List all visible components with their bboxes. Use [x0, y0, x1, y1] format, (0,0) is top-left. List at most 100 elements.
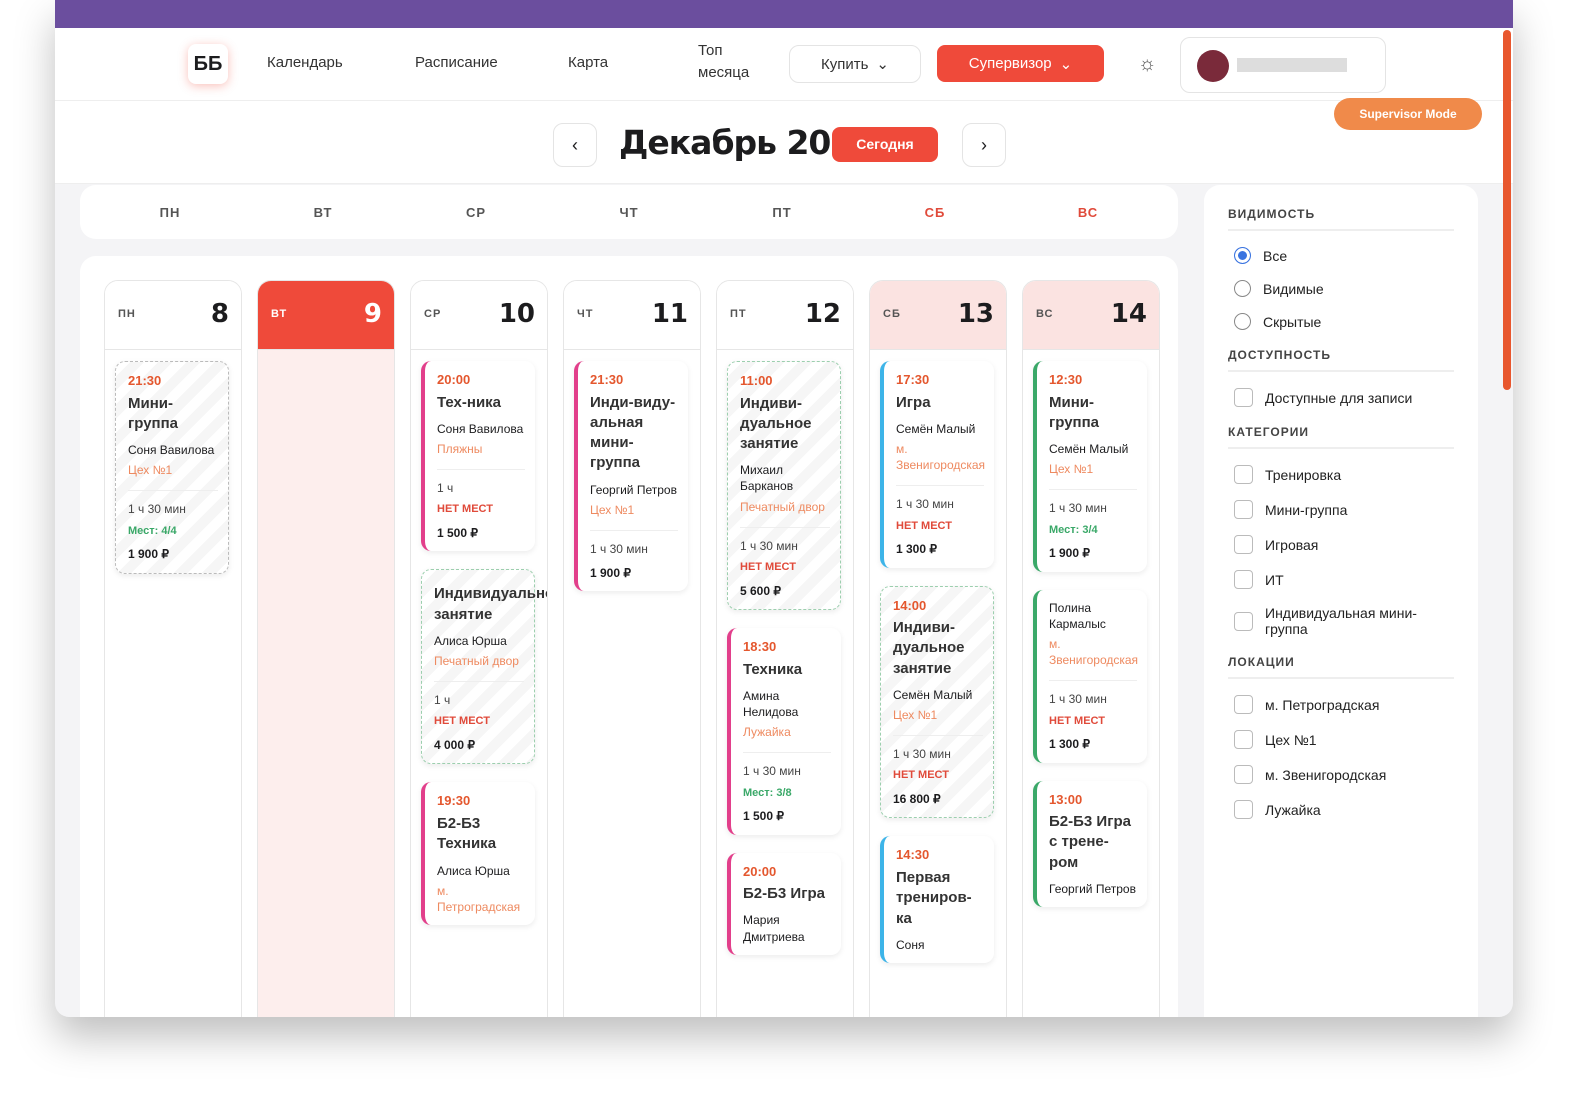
supervisor-button[interactable]: Супервизор ⌄	[937, 45, 1104, 82]
filter-option[interactable]: Тренировка	[1234, 465, 1454, 484]
weekday-label: ВТ	[313, 205, 333, 220]
checkbox	[1234, 800, 1253, 819]
filter-option[interactable]: Все	[1234, 247, 1454, 264]
buy-button[interactable]: Купить ⌄	[789, 45, 921, 83]
event-title: Мини-группа	[1049, 393, 1100, 431]
day-number: 8	[210, 299, 229, 329]
event-time: 11:00	[740, 373, 773, 388]
event-card[interactable]: 18:30 Техника Амина Нелидова Лужайка 1 ч 30 …	[727, 628, 841, 835]
event-title: Индиви-дуальное занятие	[893, 619, 965, 677]
filter-option[interactable]: Лужайка	[1234, 800, 1454, 819]
day-column: СР 10 20:00 Тех-ника Соня Вавилова Пляжны 1 ч Н…	[410, 280, 548, 1017]
nav-map[interactable]: Карта	[568, 54, 608, 71]
event-card[interactable]: Полина Кармалыс м. Звенигородская 1 ч 30 м…	[1033, 589, 1147, 763]
app-window: ББ Календарь Расписание Карта Топ месяца…	[55, 0, 1513, 1017]
today-button[interactable]: Сегодня	[832, 127, 938, 162]
filter-title: КАТЕГОРИИ	[1228, 425, 1454, 449]
filter-option[interactable]: Индивидуальная мини-группа	[1234, 605, 1454, 637]
event-title: Б2-Б3 Игра	[743, 885, 825, 903]
event-list: 11:00 Индиви-дуальное занятие Михаил Барка…	[727, 361, 841, 955]
event-card[interactable]: 11:00 Индиви-дуальное занятие Михаил Барка…	[727, 361, 841, 611]
calendar-panel: ПН 8 21:30 Мини-группа Соня Вавилова Цех №1 1 …	[80, 256, 1178, 1017]
user-menu[interactable]	[1180, 37, 1386, 93]
event-seats: НЕТ МЕСТ	[893, 769, 949, 782]
filter-option[interactable]: Цех №1	[1234, 730, 1454, 749]
prev-month[interactable]: ‹	[553, 123, 597, 167]
supervisor-mode-badge[interactable]: Supervisor Mode	[1334, 98, 1482, 130]
checkbox	[1234, 765, 1253, 784]
radio	[1234, 280, 1251, 297]
event-card[interactable]: 19:30 Б2-Б3 Техника Алиса Юрша м. Петроград…	[421, 782, 535, 926]
filter-option[interactable]: м. Звенигородская	[1234, 765, 1454, 784]
event-title: Техника	[743, 660, 803, 678]
nav-schedule[interactable]: Расписание	[415, 54, 498, 71]
filter-option[interactable]: ИТ	[1234, 570, 1454, 589]
event-card[interactable]: 21:30 Инди-виду-альная мини-группа Георгий…	[574, 361, 688, 592]
event-place: Пляжны	[437, 441, 483, 456]
event-time: 19:30	[437, 793, 471, 809]
event-time: 21:30	[128, 373, 162, 388]
filter-option[interactable]: Доступные для записи	[1234, 388, 1454, 407]
event-card[interactable]: Индивидуальное занятие Алиса Юрша Печатный…	[421, 569, 547, 765]
day-column: ВС 14 12:30 Мини-группа Семён Малый Цех №1 1 ч…	[1022, 280, 1160, 1017]
event-price: 1 300 ₽	[1049, 737, 1090, 752]
option-label: Лужайка	[1265, 801, 1321, 818]
event-card[interactable]: 17:30 Игра Семён Малый м. Звенигородская 1 ч…	[880, 361, 994, 568]
event-price: 1 300 ₽	[896, 542, 937, 557]
event-coach: Семён Малый	[893, 687, 973, 702]
event-card[interactable]: 14:30 Первая трениров-ка Соня	[880, 836, 994, 963]
option-label: ИТ	[1265, 571, 1284, 588]
nav-top[interactable]: Топ месяца	[698, 40, 758, 84]
day-header: ПН 8	[105, 281, 241, 350]
event-price: 4 000 ₽	[434, 738, 475, 753]
event-card[interactable]: 20:00 Тех-ника Соня Вавилова Пляжны 1 ч НЕТ М…	[421, 361, 535, 552]
filter-option[interactable]: м. Петроградская	[1234, 695, 1454, 714]
checkbox	[1234, 500, 1253, 519]
day-header: ЧТ 11	[564, 281, 700, 350]
month-bar: ‹ Декабрь 2025 Сегодня › Supervisor Mode	[55, 98, 1513, 184]
event-coach: Михаил Барканов	[740, 463, 794, 494]
event-seats: Мест: 3/4	[1049, 523, 1098, 536]
event-card[interactable]: 21:30 Мини-группа Соня Вавилова Цех №1 1 ч 3…	[115, 361, 229, 574]
logo[interactable]: ББ	[188, 44, 228, 84]
event-time: 14:00	[893, 597, 927, 613]
filter-option[interactable]: Видимые	[1234, 280, 1454, 297]
next-month[interactable]: ›	[962, 123, 1006, 167]
day-column: ВТ 9	[257, 280, 395, 1017]
option-label: Видимые	[1263, 280, 1324, 297]
option-label: Цех №1	[1265, 731, 1317, 748]
event-coach: Семён Малый	[1049, 442, 1129, 457]
username-blurred	[1237, 58, 1347, 72]
event-list: 21:30 Инди-виду-альная мини-группа Георгий…	[574, 361, 688, 592]
event-card[interactable]: 14:00 Индиви-дуальное занятие Семён Малый Ц…	[880, 585, 994, 819]
filter-option[interactable]: Игровая	[1234, 535, 1454, 554]
event-title: Инди-виду-альная мини-группа	[590, 393, 676, 472]
checkbox	[1234, 611, 1253, 631]
option-label: Тренировка	[1265, 466, 1342, 483]
checkbox	[1234, 535, 1253, 554]
day-abbr: СР	[424, 308, 442, 320]
event-price: 1 900 ₽	[590, 566, 631, 581]
top-bar	[55, 0, 1513, 28]
event-card[interactable]: 20:00 Б2-Б3 Игра Мария Дмитриева	[727, 852, 841, 955]
day-number: 13	[957, 299, 994, 329]
event-price: 5 600 ₽	[740, 583, 781, 598]
event-card[interactable]: 13:00 Б2-Б3 Игра с трене-ром Георгий Петро…	[1033, 780, 1147, 908]
event-title: Индиви-дуальное занятие	[740, 394, 812, 453]
day-abbr: ПТ	[730, 308, 747, 320]
day-column: ПТ 12 11:00 Индиви-дуальное занятие Михаил Б…	[716, 280, 854, 1017]
nav-calendar[interactable]: Календарь	[267, 54, 343, 71]
filter-title: ЛОКАЦИИ	[1228, 655, 1454, 679]
event-place: Цех №1	[590, 502, 635, 517]
event-title: Первая трениров-ка	[896, 869, 972, 927]
filter-option[interactable]: Мини-группа	[1234, 500, 1454, 519]
event-duration: 1 ч 30 мин	[893, 735, 983, 762]
nav-label: Карта	[568, 54, 609, 71]
day-number: 9	[363, 299, 382, 329]
day-abbr: ВС	[1036, 308, 1054, 320]
theme-toggle[interactable]: ☼	[1138, 53, 1157, 75]
day-abbr: СБ	[883, 308, 901, 320]
event-card[interactable]: 12:30 Мини-группа Семён Малый Цех №1 1 ч 30 …	[1033, 361, 1147, 572]
event-coach: Семён Малый	[896, 421, 976, 436]
filter-option[interactable]: Скрытые	[1234, 313, 1454, 330]
